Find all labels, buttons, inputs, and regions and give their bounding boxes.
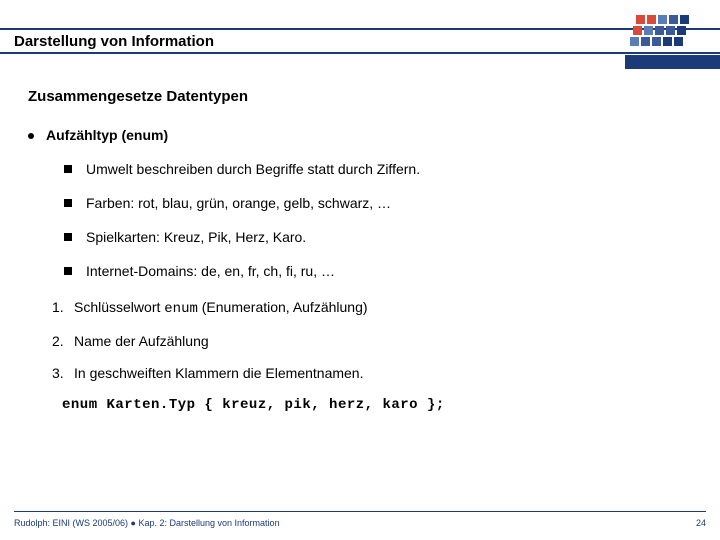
item-number: 1. — [52, 299, 74, 315]
logo-square — [636, 15, 645, 24]
code-block: enum Karten.Typ { kreuz, pik, herz, karo… — [62, 397, 692, 413]
page-title: Darstellung von Information — [14, 33, 214, 50]
logo-square — [655, 26, 664, 35]
logo-square — [630, 37, 639, 46]
list-item: Farben: rot, blau, grün, orange, gelb, s… — [64, 195, 692, 211]
logo-square — [652, 37, 661, 46]
inline-code: enum — [164, 301, 198, 317]
numbered-list: 1.Schlüsselwort enum (Enumeration, Aufzä… — [52, 299, 692, 381]
logo-square — [641, 37, 650, 46]
logo-square — [633, 26, 642, 35]
numbered-item-text: Schlüsselwort enum (Enumeration, Aufzähl… — [74, 299, 368, 317]
logo-square — [680, 15, 689, 24]
list-item-text: Umwelt beschreiben durch Begriffe statt … — [86, 161, 420, 177]
square-bullet-icon — [64, 165, 72, 173]
bullet-main: Aufzähltyp (enum) — [28, 127, 692, 143]
page-number: 24 — [696, 518, 706, 528]
square-bullet-icon — [64, 267, 72, 275]
numbered-item-text: In geschweiften Klammern die Elementname… — [74, 365, 363, 381]
numbered-item: 2.Name der Aufzählung — [52, 333, 692, 349]
list-item: Spielkarten: Kreuz, Pik, Herz, Karo. — [64, 229, 692, 245]
header-rule-top — [0, 28, 720, 30]
logo-square — [663, 37, 672, 46]
square-bullet-icon — [64, 199, 72, 207]
list-item: Umwelt beschreiben durch Begriffe statt … — [64, 161, 692, 177]
logo-square — [669, 15, 678, 24]
logo-square — [658, 15, 667, 24]
list-item-text: Farben: rot, blau, grün, orange, gelb, s… — [86, 195, 391, 211]
list-item: Internet-Domains: de, en, fr, ch, fi, ru… — [64, 263, 692, 279]
numbered-item-text: Name der Aufzählung — [74, 333, 209, 349]
header-rule-bottom — [0, 52, 720, 54]
disc-bullet-icon — [28, 133, 34, 139]
content-region: Zusammengesetze Datentypen Aufzähltyp (e… — [28, 88, 692, 413]
logo-square — [647, 15, 656, 24]
sub-bullet-list: Umwelt beschreiben durch Begriffe statt … — [64, 161, 692, 279]
numbered-item: 1.Schlüsselwort enum (Enumeration, Aufzä… — [52, 299, 692, 317]
logo-square — [644, 26, 653, 35]
item-number: 2. — [52, 333, 74, 349]
item-number: 3. — [52, 365, 74, 381]
logo-square — [674, 37, 683, 46]
footer: Rudolph: EINI (WS 2005/06) ● Kap. 2: Dar… — [14, 511, 706, 528]
logo-grid-icon — [630, 15, 700, 53]
list-item-text: Internet-Domains: de, en, fr, ch, fi, ru… — [86, 263, 335, 279]
footer-left: Rudolph: EINI (WS 2005/06) ● Kap. 2: Dar… — [14, 518, 280, 528]
square-bullet-icon — [64, 233, 72, 241]
slide-subtitle: Zusammengesetze Datentypen — [28, 88, 692, 105]
bullet-main-text: Aufzähltyp (enum) — [46, 127, 168, 143]
logo-square — [666, 26, 675, 35]
header-banner — [625, 55, 720, 69]
numbered-item: 3.In geschweiften Klammern die Elementna… — [52, 365, 692, 381]
logo-square — [677, 26, 686, 35]
list-item-text: Spielkarten: Kreuz, Pik, Herz, Karo. — [86, 229, 306, 245]
